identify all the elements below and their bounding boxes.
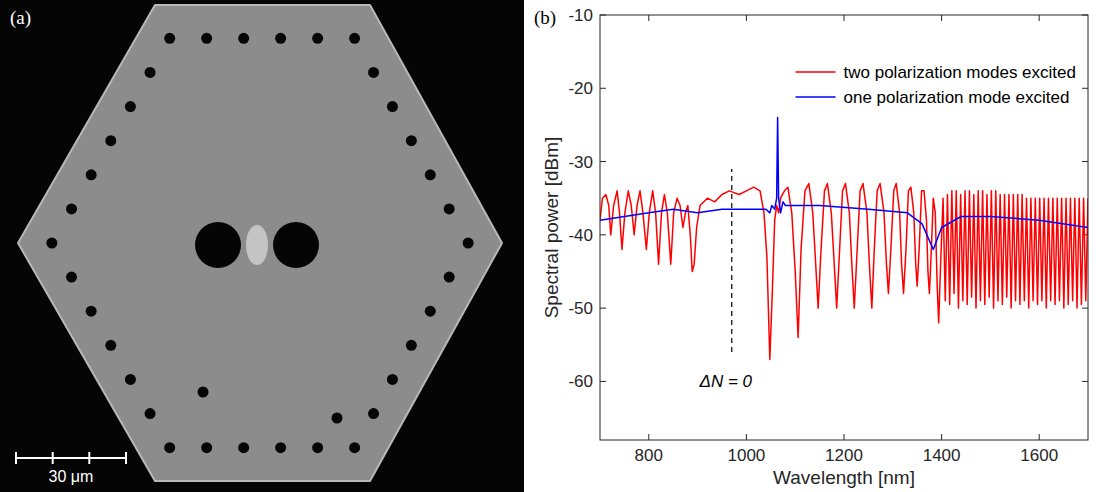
x-tick [1039,15,1040,21]
y-tick [600,161,606,162]
scale-bar-tick [52,452,54,464]
x-tick [746,15,747,21]
core [246,225,268,265]
y-tick-label: -30 [568,153,593,172]
annotation-line [731,169,732,352]
fiber-cladding [18,5,502,481]
scale-bar-tick [125,452,127,464]
plot-frame [600,15,1088,440]
x-tick-label: 1600 [1020,446,1058,465]
y-tick-label: -20 [568,79,593,98]
air-hole [66,203,77,214]
scale-bar-label: 30 μm [49,468,94,485]
legend-label: one polarization mode excited [844,88,1070,107]
air-hole [387,101,398,112]
figure: 30 μm (a) (b) 800 1000 1200 1400 1600 -60 -50 -40 -… [0,0,1099,492]
air-hole [275,442,286,453]
air-hole [238,33,249,44]
x-tick [844,434,845,440]
y-tick-label: -50 [568,299,593,318]
legend: two polarization modes excited one polari… [796,63,1076,107]
x-tick [648,434,649,440]
legend-swatch [796,96,836,98]
air-hole [444,272,455,283]
air-hole [145,67,156,78]
air-hole [145,408,156,419]
air-hole [312,442,323,453]
air-hole [463,238,474,249]
y-tick-label: -40 [568,226,593,245]
air-hole [164,442,175,453]
x-tick-label: 1400 [923,446,961,465]
panel-a: 30 μm (a) [0,0,524,492]
air-hole [201,33,212,44]
air-hole [406,135,417,146]
air-hole [238,442,249,453]
air-hole [275,33,286,44]
air-hole [349,33,360,44]
series-line [600,118,1088,250]
x-tick [1039,434,1040,440]
air-hole [332,413,343,424]
y-tick [600,381,606,382]
air-hole [444,203,455,214]
air-hole [105,340,116,351]
x-tick [941,15,942,21]
scale-bar-tick [15,452,17,464]
y-tick [1082,161,1088,162]
y-tick [600,88,606,89]
y-tick [600,308,606,309]
air-hole [198,387,209,398]
y-tick [1082,88,1088,89]
large-hole [195,222,241,268]
air-hole [349,442,360,453]
air-hole [164,33,175,44]
x-tick [844,15,845,21]
air-hole [406,340,417,351]
x-axis-title: Wavelength [nm] [773,467,915,488]
air-hole [105,135,116,146]
y-tick [1082,308,1088,309]
scale-bar-tick [88,452,90,464]
annotation-label: ΔN = 0 [699,372,753,391]
y-tick [600,234,606,235]
y-axis-title: Spectral power [dBm] [541,137,562,319]
air-hole [201,442,212,453]
air-hole [86,169,97,180]
x-tick [941,434,942,440]
y-tick-label: -10 [568,6,593,25]
air-hole [368,408,379,419]
large-hole [273,222,319,268]
x-tick-label: 1000 [727,446,765,465]
y-tick [1082,381,1088,382]
x-tick-label: 1200 [825,446,863,465]
air-hole [425,306,436,317]
panel-label: (a) [10,7,31,29]
x-tick [746,434,747,440]
air-hole [125,101,136,112]
air-hole [425,169,436,180]
x-tick [648,15,649,21]
air-hole [312,33,323,44]
air-hole [387,374,398,385]
panel-label: (b) [534,7,556,29]
x-tick-label: 800 [635,446,663,465]
air-hole [86,306,97,317]
y-tick-label: -60 [568,372,593,391]
legend-label: two polarization modes excited [844,63,1076,82]
image-background [0,0,524,492]
scale-bar [16,457,126,459]
air-hole [66,272,77,283]
air-hole [125,374,136,385]
legend-swatch [796,71,836,73]
air-hole [46,238,57,249]
plot-lines [600,118,1088,360]
panel-b: (b) 800 1000 1200 1400 1600 -60 -50 -40 -30 -20 -10… [534,6,1088,488]
air-hole [368,67,379,78]
